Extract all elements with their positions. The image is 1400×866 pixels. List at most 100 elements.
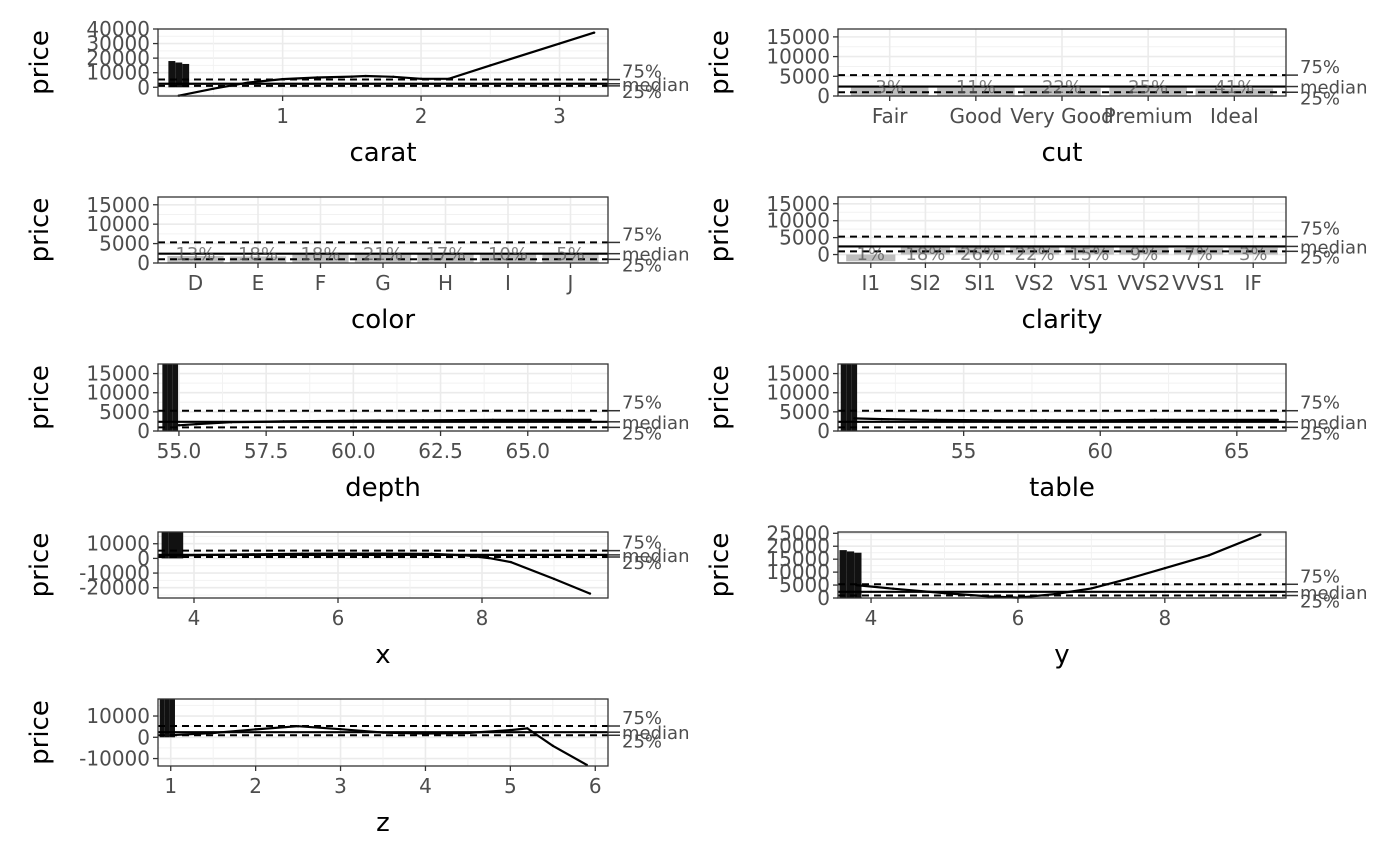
- y-axis-title: price: [25, 533, 55, 598]
- x-tick-label: VS1: [1070, 271, 1109, 295]
- y-tick-label: 20000: [86, 46, 150, 70]
- trend-point: [212, 87, 215, 90]
- trend-point: [1090, 587, 1093, 590]
- panel-border: [837, 196, 1287, 264]
- y-tick-label: 10000: [766, 209, 830, 233]
- trend-point: [588, 592, 592, 595]
- bar-H: [417, 253, 474, 263]
- x-tick-label: 8: [476, 606, 489, 630]
- ref-label-median: median: [622, 546, 689, 567]
- y-tick-label: -10000: [79, 561, 150, 585]
- x-axis-title: table: [1029, 473, 1095, 503]
- pct-label-F: 18%: [300, 244, 340, 265]
- ref-label-25: 25%: [622, 82, 662, 103]
- trend-point: [561, 418, 564, 422]
- y-tick-label: 5000: [779, 226, 830, 250]
- trend-point: [489, 64, 492, 67]
- trend-point: [419, 77, 423, 81]
- trend-point: [1208, 418, 1211, 422]
- y-tick-label: 15000: [86, 362, 150, 386]
- trend-point: [853, 417, 856, 420]
- x-tick-label: 4: [865, 606, 878, 630]
- ref-label-25: 25%: [1300, 247, 1340, 268]
- pct-label-Ideal: 41%: [1214, 77, 1254, 98]
- ref-label-25: 25%: [622, 731, 662, 752]
- y-tick-label: 5000: [99, 232, 150, 256]
- y-axis-title: price: [25, 30, 55, 95]
- y-tick-label: 15000: [86, 193, 150, 217]
- trend-point: [1207, 554, 1211, 557]
- x-tick-label: 55.0: [157, 439, 202, 463]
- pct-label-Very Good: 22%: [1042, 77, 1082, 98]
- trend-point: [558, 42, 561, 45]
- x-tick-label: Premium: [1104, 104, 1193, 128]
- x-tick-label: VVS2: [1118, 271, 1171, 295]
- ref-label-75: 75%: [622, 708, 662, 729]
- ref-label-75: 75%: [1300, 57, 1340, 78]
- y-tick-label: 15000: [766, 192, 830, 216]
- ref-label-25: 25%: [1300, 423, 1340, 444]
- x-tick-label: Very Good: [1010, 104, 1114, 128]
- y-tick-label: 0: [817, 84, 830, 108]
- x-tick-label: 2: [415, 104, 428, 128]
- hist-bar: [846, 551, 855, 598]
- x-tick-label: SI2: [910, 271, 941, 295]
- x-tick-label: J: [566, 271, 574, 295]
- x-tick-label: H: [438, 271, 453, 295]
- hist-bar: [161, 532, 169, 559]
- trend-point: [935, 418, 938, 422]
- y-axis-title: price: [705, 365, 735, 430]
- trend-point: [254, 728, 257, 731]
- x-axis-title: x: [375, 640, 390, 670]
- ref-label-25: 25%: [622, 423, 662, 444]
- x-tick-label: 3: [553, 104, 566, 128]
- x-tick-label: 5: [504, 774, 517, 798]
- hist-bar: [840, 364, 847, 431]
- pct-label-H: 17%: [425, 244, 465, 265]
- y-axis-title: price: [705, 30, 735, 95]
- y-tick-label: 0: [817, 419, 830, 443]
- pct-label-G: 21%: [363, 244, 403, 265]
- pct-label-VS1: 15%: [1069, 244, 1109, 265]
- hist-bar: [168, 61, 176, 88]
- hist-bar: [168, 532, 176, 559]
- trend-line: [856, 533, 1261, 599]
- x-tick-label: 6: [589, 774, 602, 798]
- y-tick-label: 25000: [766, 521, 830, 545]
- y-tick-label: 0: [817, 586, 830, 610]
- x-tick-label: 6: [1012, 606, 1025, 630]
- hist-bar: [169, 699, 175, 738]
- y-tick-label: 20000: [766, 534, 830, 558]
- x-tick-label: Good: [950, 104, 1003, 128]
- hist-bar: [172, 364, 179, 431]
- x-tick-label: 57.5: [244, 439, 289, 463]
- y-tick-label: 10000: [766, 381, 830, 405]
- ref-label-median: median: [622, 723, 689, 744]
- panel-border: [157, 698, 609, 767]
- y-tick-label: 0: [137, 251, 150, 275]
- trend-point: [316, 76, 319, 79]
- pct-label-VVS2: 9%: [1130, 244, 1159, 265]
- hist-bar: [176, 532, 184, 559]
- pct-label-I1: 1%: [856, 244, 885, 265]
- bar-G: [354, 254, 412, 263]
- y-axis-title: price: [705, 533, 735, 598]
- y-tick-label: 10000: [86, 532, 150, 556]
- y-tick-label: 10000: [86, 212, 150, 236]
- bar-Very Good: [1023, 88, 1101, 96]
- x-tick-label: VVS1: [1172, 271, 1225, 295]
- y-tick-label: 15000: [766, 547, 830, 571]
- trend-point: [552, 577, 556, 581]
- ref-label-75: 75%: [1300, 566, 1340, 587]
- y-axis-title: price: [705, 198, 735, 263]
- x-tick-label: G: [375, 271, 391, 295]
- ref-label-median: median: [1300, 237, 1367, 258]
- x-tick-label: 8: [1158, 606, 1171, 630]
- pct-label-J: 5%: [556, 244, 585, 265]
